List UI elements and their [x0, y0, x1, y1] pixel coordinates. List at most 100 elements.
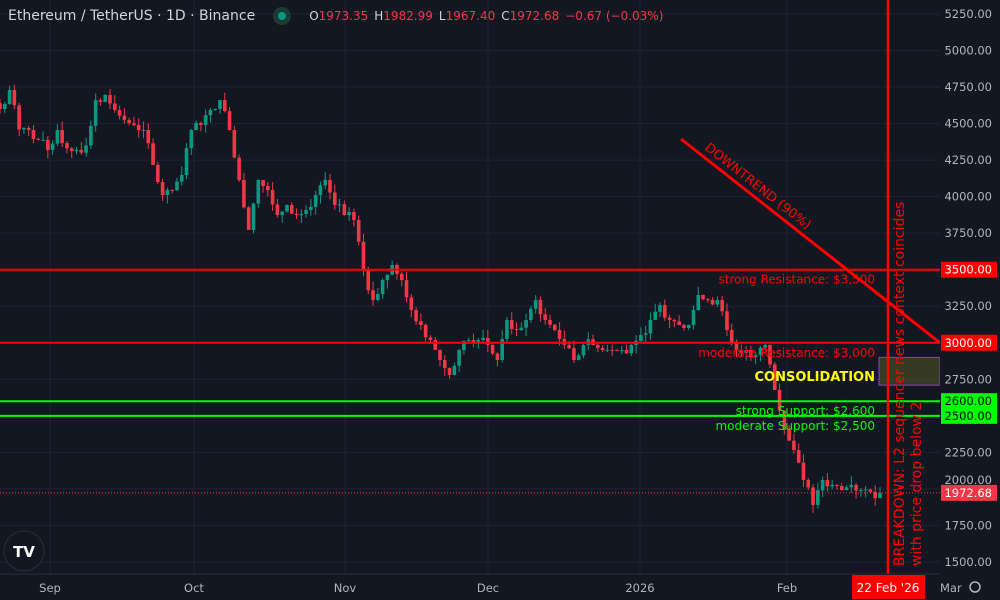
candle-body	[677, 321, 681, 325]
candle-body	[280, 211, 284, 216]
candle-body	[830, 484, 834, 487]
candle-body	[156, 164, 160, 183]
candle-body	[462, 340, 466, 351]
candle-body	[615, 350, 619, 352]
candle-body	[811, 487, 815, 505]
candle-body	[696, 294, 701, 311]
candle-body	[318, 185, 323, 196]
price-tag-bg	[941, 334, 997, 351]
candle-body	[447, 368, 452, 376]
candle-body	[720, 299, 724, 312]
candle-body	[753, 355, 758, 358]
candle-body	[2, 103, 7, 109]
time-tick-label: Feb	[777, 581, 797, 595]
candle-body	[22, 127, 26, 130]
candle-body	[629, 344, 634, 354]
price-tick-label: 4750.00	[944, 80, 992, 94]
candle-body	[309, 206, 313, 210]
candle-body	[342, 204, 347, 216]
candle-body	[466, 339, 471, 341]
candle-body	[242, 179, 246, 208]
symbol-title[interactable]: Ethereum / TetherUS · 1D · Binance	[8, 8, 256, 24]
candle-body	[576, 355, 581, 361]
candle-body	[294, 213, 299, 216]
candle-body	[806, 479, 811, 488]
candle-body	[868, 489, 873, 492]
candle-body	[672, 319, 677, 322]
candle-body	[218, 100, 222, 109]
candle-body	[409, 297, 414, 311]
candle-body	[844, 487, 849, 491]
last-price-tag-bg	[941, 484, 997, 501]
candle-body	[581, 344, 586, 356]
candle-body	[179, 175, 184, 182]
candle-body	[12, 89, 17, 106]
support-label: moderate Support: $2,500	[715, 419, 875, 433]
settings-icon[interactable]	[969, 581, 981, 593]
low-value: 1967.40	[445, 9, 496, 23]
candle-body	[486, 337, 490, 345]
high-value: 1982.99	[383, 9, 433, 23]
candle-body	[839, 485, 844, 491]
candle-body	[820, 479, 825, 491]
candle-body	[639, 335, 643, 341]
candle-body	[854, 484, 858, 491]
candle-body	[725, 311, 729, 331]
price-tick-label: 4500.00	[944, 117, 992, 131]
candle-body	[184, 148, 189, 176]
candle-body	[79, 149, 84, 153]
candle-body	[227, 111, 232, 131]
candle-body	[572, 348, 576, 361]
candle-body	[610, 349, 614, 351]
date-tag-label: 22 Feb '26	[857, 581, 920, 595]
candle-body	[691, 310, 696, 325]
price-tick-label: 2750.00	[944, 372, 992, 386]
candles	[0, 84, 882, 513]
candle-body	[175, 181, 179, 191]
candle-body	[69, 148, 74, 152]
open-label: O	[309, 9, 319, 23]
downtrend-label: DOWNTREND (90%)	[702, 140, 814, 233]
candle-body	[710, 299, 715, 305]
candle-body	[524, 319, 528, 328]
candle-body	[26, 127, 31, 131]
candle-body	[60, 130, 64, 144]
candle-body	[275, 204, 280, 216]
candle-body	[505, 319, 509, 339]
time-tick-label: Dec	[477, 581, 499, 595]
candle-body	[213, 108, 218, 111]
candle-body	[380, 280, 385, 295]
candle-body	[399, 273, 404, 281]
candle-body	[600, 347, 605, 351]
candle-body	[323, 179, 328, 186]
candle-body	[194, 122, 198, 131]
candle-body	[658, 305, 662, 312]
symbol-legend: Ethereum / TetherUS · 1D · Binance O 1973…	[8, 7, 663, 25]
price-tick-label: 1750.00	[944, 518, 992, 532]
candle-body	[768, 344, 772, 365]
candle-body	[452, 365, 457, 376]
candle-body	[17, 105, 21, 130]
candle-body	[596, 344, 600, 348]
candle-body	[419, 321, 423, 325]
candle-body	[763, 344, 768, 348]
price-tag-label: 3000.00	[944, 336, 992, 350]
candle-body	[208, 110, 213, 116]
candle-body	[529, 308, 533, 320]
candle-body	[41, 139, 45, 141]
downtrend-line	[680, 137, 941, 344]
last-price-tag: 1972.68	[944, 486, 992, 500]
price-tag-label: 3500.00	[944, 263, 992, 277]
candle-body	[289, 204, 294, 214]
price-tick-label: 5000.00	[944, 44, 992, 58]
candle-body	[103, 94, 108, 102]
candle-body	[682, 324, 686, 328]
price-tick-label: 5250.00	[944, 7, 992, 21]
candle-body	[495, 353, 500, 361]
candle-body	[772, 364, 777, 390]
candle-body	[605, 349, 610, 351]
candle-body	[519, 327, 524, 331]
price-tick-label: 2000.00	[944, 473, 992, 487]
price-tick-label: 3750.00	[944, 226, 992, 240]
